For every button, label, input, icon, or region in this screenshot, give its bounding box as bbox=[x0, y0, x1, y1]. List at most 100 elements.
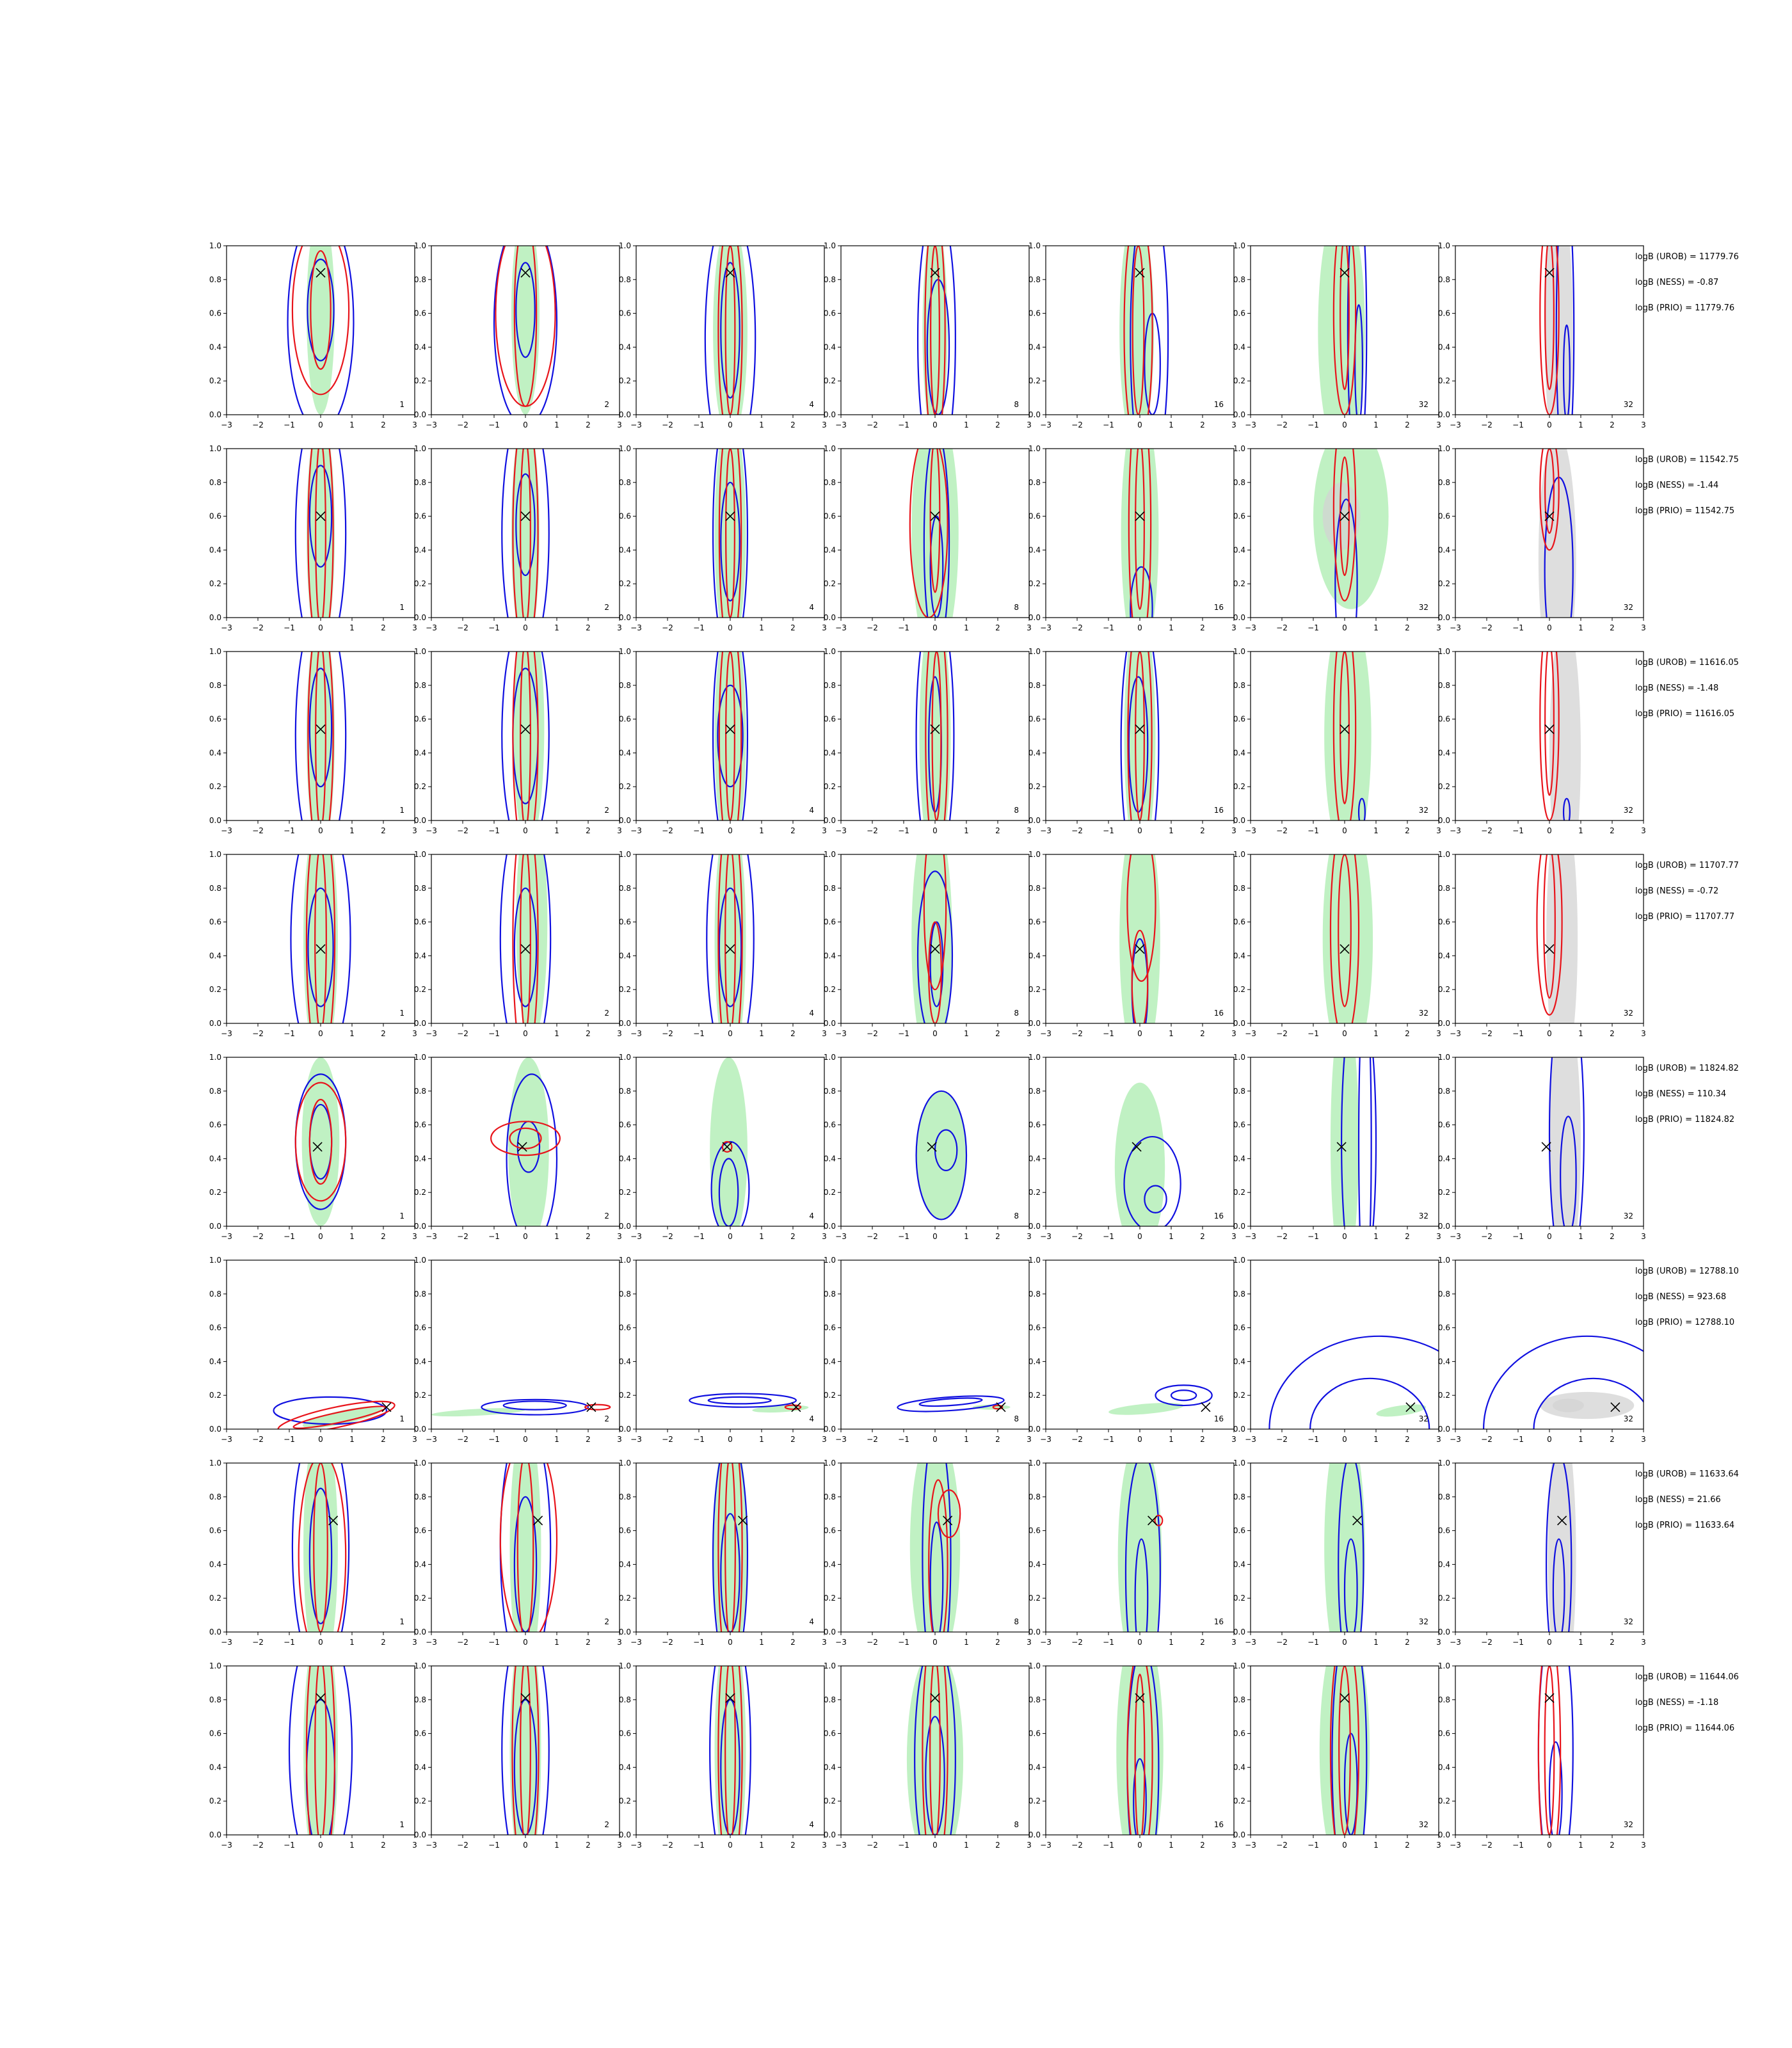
x-tick-label: −3 bbox=[1040, 1841, 1052, 1850]
x-tick-label: −2 bbox=[662, 826, 673, 835]
x-tick-label: 1 bbox=[1169, 1638, 1174, 1647]
x-tick-label: −2 bbox=[1276, 1435, 1288, 1444]
x-tick-label: 0 bbox=[523, 1638, 528, 1647]
y-tick-label: 0.6 bbox=[414, 1526, 426, 1535]
x-tick-label: −2 bbox=[1071, 623, 1083, 632]
green-density-fill bbox=[1376, 1404, 1427, 1417]
x-tick-label: 1 bbox=[1169, 420, 1174, 429]
x-tick-label: 3 bbox=[1641, 623, 1646, 632]
panel-r2-c1: −3 −2 −1 0 1 2 3 0.0 0.2 0.4 0.6 0.8 1.0 1 bbox=[209, 444, 417, 632]
y-tick-label: 0.6 bbox=[209, 512, 221, 521]
y-tick-label: 0.4 bbox=[619, 342, 631, 351]
x-tick-label: −2 bbox=[1276, 420, 1288, 429]
x-tick-label: 3 bbox=[1231, 1841, 1236, 1850]
red-contour bbox=[520, 1666, 531, 1835]
x-tick-label: −1 bbox=[898, 1232, 909, 1241]
plot-area bbox=[1319, 1666, 1370, 1835]
y-tick-label: 1.0 bbox=[1028, 647, 1041, 656]
y-tick-label: 0.2 bbox=[824, 782, 836, 791]
x-tick-label: 0 bbox=[1342, 1841, 1347, 1850]
true-value-marker bbox=[996, 1402, 1006, 1412]
true-value-marker bbox=[1340, 724, 1350, 735]
x-tick-label: −1 bbox=[1308, 420, 1319, 429]
y-tick-label: 0.0 bbox=[1233, 1019, 1245, 1028]
panel-r8-c7: −3 −2 −1 0 1 2 3 0.0 0.2 0.4 0.6 0.8 1.0 32 bbox=[1438, 1661, 1646, 1850]
y-tick-label: 1.0 bbox=[824, 1256, 836, 1265]
x-tick-label: −3 bbox=[221, 420, 232, 429]
y-tick-label: 1.0 bbox=[1233, 444, 1245, 453]
x-tick-label: −3 bbox=[1245, 1232, 1256, 1241]
x-tick-label: −3 bbox=[630, 1232, 642, 1241]
x-tick-label: 3 bbox=[1027, 1232, 1032, 1241]
green-density-fill bbox=[906, 1666, 964, 1835]
x-tick-label: 3 bbox=[617, 1232, 622, 1241]
gray-density-fill bbox=[1549, 1057, 1581, 1226]
plot-area bbox=[499, 1463, 558, 1632]
x-tick-label: −2 bbox=[1481, 420, 1492, 429]
red-contour bbox=[305, 1666, 336, 1835]
y-tick-label: 0.6 bbox=[1028, 1729, 1041, 1738]
x-tick-label: 2 bbox=[381, 1232, 386, 1241]
true-value-marker bbox=[930, 268, 940, 278]
x-tick-label: 1 bbox=[759, 1435, 764, 1444]
panel-r5-c6: −3 −2 −1 0 1 2 30.00.20.40.60.81.032 bbox=[1233, 1053, 1441, 1241]
red-contour bbox=[922, 1666, 948, 1835]
red-contour bbox=[937, 1489, 961, 1539]
x-tick-label: 3 bbox=[412, 1029, 417, 1038]
y-tick-label: 0.2 bbox=[1438, 1188, 1450, 1197]
y-tick-label: 0.6 bbox=[1438, 1526, 1450, 1535]
x-tick-label: 1 bbox=[1578, 1638, 1583, 1647]
y-tick-label: 0.6 bbox=[1233, 1729, 1245, 1738]
x-tick-label: 1 bbox=[349, 826, 355, 835]
x-tick-label: 2 bbox=[381, 826, 386, 835]
y-tick-label: 0.2 bbox=[1438, 782, 1450, 791]
red-contour bbox=[1128, 449, 1152, 618]
x-tick-label: −1 bbox=[1308, 1841, 1319, 1850]
y-tick-label: 1.0 bbox=[1233, 1256, 1245, 1265]
y-tick-label: 0.2 bbox=[824, 985, 836, 994]
x-tick-label: 0 bbox=[523, 826, 528, 835]
panel-count-label: 8 bbox=[1014, 1414, 1019, 1423]
true-value-marker bbox=[1340, 268, 1350, 278]
x-tick-label: −3 bbox=[630, 623, 642, 632]
green-density-fill bbox=[306, 449, 335, 618]
plot-area bbox=[1539, 652, 1581, 820]
logb-annotation: logB (UROB) = 11779.76 bbox=[1635, 252, 1739, 262]
x-tick-label: 1 bbox=[1578, 1232, 1583, 1241]
y-tick-label: 0.4 bbox=[1438, 1357, 1450, 1366]
y-tick-label: 0.8 bbox=[1233, 1290, 1245, 1299]
x-tick-label: 1 bbox=[1578, 420, 1583, 429]
red-contour bbox=[516, 1463, 534, 1632]
x-tick-label: −2 bbox=[1276, 623, 1288, 632]
x-tick-label: 3 bbox=[412, 623, 417, 632]
red-contour bbox=[1338, 854, 1352, 1007]
logb-annotation: logB (UROB) = 12788.10 bbox=[1635, 1267, 1739, 1276]
blue-contour bbox=[1331, 1666, 1368, 1835]
blue-contour bbox=[1552, 1538, 1565, 1632]
panel-count-label: 32 bbox=[1624, 400, 1633, 409]
true-value-marker bbox=[1135, 1693, 1145, 1703]
panel-count-label: 8 bbox=[1014, 1617, 1019, 1626]
y-tick-label: 1.0 bbox=[619, 241, 631, 250]
blue-contour bbox=[1124, 1463, 1161, 1632]
x-tick-label: −1 bbox=[488, 1232, 500, 1241]
x-tick-label: 3 bbox=[1641, 1841, 1646, 1850]
x-tick-label: −2 bbox=[662, 1841, 673, 1850]
panel-count-label: 2 bbox=[604, 400, 609, 409]
panel-count-label: 16 bbox=[1214, 1212, 1224, 1220]
panel-r8-c1: −3 −2 −1 0 1 2 3 0.0 0.2 0.4 0.6 0.8 1.0 1 bbox=[209, 1661, 417, 1850]
plot-area bbox=[294, 1057, 347, 1226]
green-density-fill bbox=[1330, 1057, 1359, 1226]
green-density-fill bbox=[710, 1057, 748, 1226]
panel-count-label: 2 bbox=[604, 603, 609, 612]
y-tick-label: 0.4 bbox=[1028, 951, 1041, 960]
x-tick-label: 2 bbox=[381, 1435, 386, 1444]
y-tick-label: 0.0 bbox=[619, 410, 631, 419]
x-tick-label: −1 bbox=[1512, 623, 1524, 632]
x-tick-label: −1 bbox=[1103, 1841, 1114, 1850]
y-tick-label: 0.8 bbox=[1438, 478, 1450, 487]
x-tick-label: −1 bbox=[898, 1841, 909, 1850]
y-tick-label: 0.4 bbox=[209, 748, 221, 757]
x-tick-label: −1 bbox=[1103, 1232, 1114, 1241]
y-tick-label: 0.6 bbox=[209, 1324, 221, 1332]
